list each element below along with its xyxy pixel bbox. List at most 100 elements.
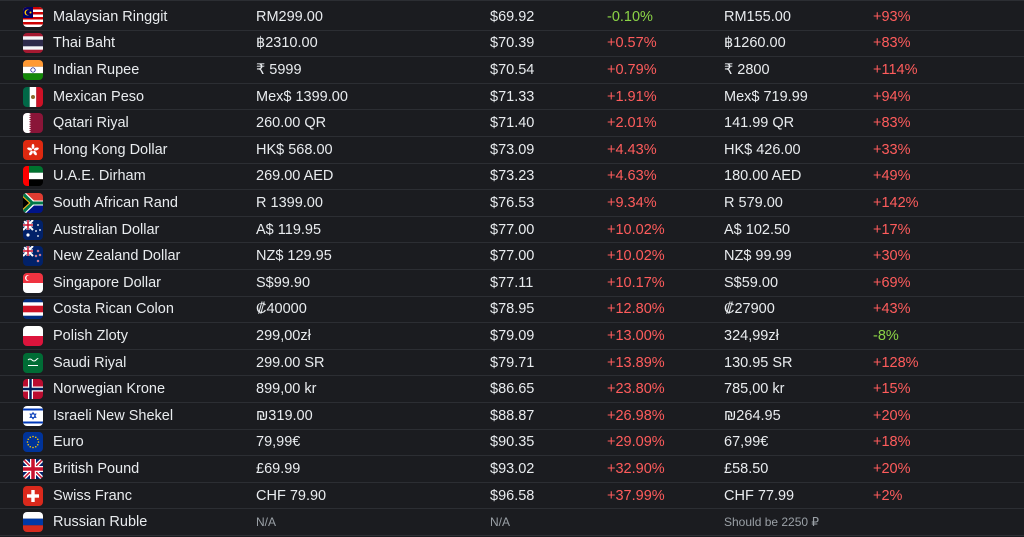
recommended-difference: +83% bbox=[873, 35, 911, 52]
recommended-difference: +114% bbox=[873, 61, 918, 78]
recommended-difference: +93% bbox=[873, 8, 911, 25]
eu-flag-icon bbox=[23, 432, 43, 453]
table-row: Thai Baht ฿2310.00 $70.39 +0.57% ฿1260.00 +83… bbox=[0, 31, 1024, 58]
local-price: 260.00 QR bbox=[256, 115, 327, 132]
recommended-difference: +2% bbox=[873, 487, 903, 504]
local-price: ₡40000 bbox=[256, 301, 307, 318]
recommended-price: NZ$ 99.99 bbox=[724, 248, 792, 265]
local-price: R 1399.00 bbox=[256, 194, 323, 211]
table-row: Euro 79,99€ $90.35 +29.09% 67,99€ +18% bbox=[0, 430, 1024, 457]
price-difference: +13.89% bbox=[607, 354, 665, 371]
usd-price: $69.92 bbox=[490, 8, 535, 25]
singapore-flag-icon bbox=[23, 272, 43, 293]
currency-name: New Zealand Dollar bbox=[53, 248, 181, 265]
currency-name: U.A.E. Dirham bbox=[53, 168, 146, 185]
currency-name: Israeli New Shekel bbox=[53, 407, 174, 424]
recommended-price: A$ 102.50 bbox=[724, 221, 791, 238]
hong-kong-flag-icon bbox=[23, 139, 43, 160]
local-price: 299.00 SR bbox=[256, 354, 325, 371]
local-price: 269.00 AED bbox=[256, 168, 334, 185]
table-row: Saudi Riyal 299.00 SR $79.71 +13.89% 130.95 … bbox=[0, 350, 1024, 377]
usd-price: $78.95 bbox=[490, 301, 535, 318]
recommended-price: Should be 2250 ₽ bbox=[724, 515, 820, 530]
russia-flag-icon bbox=[23, 512, 43, 533]
table-row: Norwegian Krone 899,00 kr $86.65 +23.80% 785… bbox=[0, 376, 1024, 403]
qatar-flag-icon bbox=[23, 113, 43, 134]
table-row: Costa Rican Colon ₡40000 $78.95 +12.80% ₡279… bbox=[0, 297, 1024, 324]
usd-price: $71.33 bbox=[490, 88, 535, 105]
price-difference: +4.63% bbox=[607, 168, 657, 185]
table-row: Polish Zloty 299,00zł $79.09 +13.00% 324,99z… bbox=[0, 323, 1024, 350]
recommended-price: R 579.00 bbox=[724, 194, 783, 211]
local-price: ₪319.00 bbox=[256, 407, 313, 424]
table-row: Australian Dollar A$ 119.95 $77.00 +10.02% A… bbox=[0, 217, 1024, 244]
usd-price: $79.71 bbox=[490, 354, 535, 371]
recommended-price: £58.50 bbox=[724, 460, 769, 477]
india-flag-icon bbox=[23, 59, 43, 80]
recommended-difference: +69% bbox=[873, 274, 911, 291]
local-price: ฿2310.00 bbox=[256, 35, 318, 52]
table-row: Mexican Peso Mex$ 1399.00 $71.33 +1.91% Mex$… bbox=[0, 84, 1024, 111]
mexico-flag-icon bbox=[23, 86, 43, 107]
table-row: Russian Ruble N/A N/A Should be 2250 ₽ bbox=[0, 509, 1024, 536]
currency-name: Russian Ruble bbox=[53, 514, 148, 531]
australia-flag-icon bbox=[23, 219, 43, 240]
recommended-price: 785,00 kr bbox=[724, 381, 785, 398]
recommended-price: ₹ 2800 bbox=[724, 61, 770, 78]
israel-flag-icon bbox=[23, 405, 43, 426]
thailand-flag-icon bbox=[23, 33, 43, 54]
recommended-price: 130.95 SR bbox=[724, 354, 793, 371]
price-difference: +29.09% bbox=[607, 434, 665, 451]
price-difference: -0.10% bbox=[607, 8, 653, 25]
table-row: Swiss Franc CHF 79.90 $96.58 +37.99% CHF 77.… bbox=[0, 483, 1024, 510]
recommended-difference: +30% bbox=[873, 248, 911, 265]
recommended-difference: +49% bbox=[873, 168, 911, 185]
usd-price: $90.35 bbox=[490, 434, 535, 451]
recommended-price: 324,99zł bbox=[724, 327, 779, 344]
price-difference: +0.79% bbox=[607, 61, 657, 78]
recommended-difference: +15% bbox=[873, 381, 911, 398]
usd-price: $73.23 bbox=[490, 168, 535, 185]
currency-name: Hong Kong Dollar bbox=[53, 141, 168, 158]
currency-name: Mexican Peso bbox=[53, 88, 145, 105]
recommended-price: 67,99€ bbox=[724, 434, 769, 451]
recommended-price: HK$ 426.00 bbox=[724, 141, 801, 158]
local-price: £69.99 bbox=[256, 460, 301, 477]
table-row: Israeli New Shekel ₪319.00 $88.87 +26.98% ₪2… bbox=[0, 403, 1024, 430]
new-zealand-flag-icon bbox=[23, 246, 43, 267]
currency-name: South African Rand bbox=[53, 194, 178, 211]
table-row: U.A.E. Dirham 269.00 AED $73.23 +4.63% 180.0… bbox=[0, 164, 1024, 191]
price-difference: +9.34% bbox=[607, 194, 657, 211]
price-difference: +10.02% bbox=[607, 221, 665, 238]
recommended-difference: +43% bbox=[873, 301, 911, 318]
uae-flag-icon bbox=[23, 166, 43, 187]
recommended-price: ₡27900 bbox=[724, 301, 775, 318]
price-difference: +2.01% bbox=[607, 115, 657, 132]
recommended-difference: +20% bbox=[873, 407, 911, 424]
local-price: S$99.90 bbox=[256, 274, 311, 291]
currency-name: British Pound bbox=[53, 460, 140, 477]
recommended-price: CHF 77.99 bbox=[724, 487, 795, 504]
table-row: Singapore Dollar S$99.90 $77.11 +10.17% S$59… bbox=[0, 270, 1024, 297]
recommended-difference: +18% bbox=[873, 434, 911, 451]
usd-price: $73.09 bbox=[490, 141, 535, 158]
recommended-price: ฿1260.00 bbox=[724, 35, 786, 52]
local-price: 899,00 kr bbox=[256, 381, 317, 398]
currency-name: Thai Baht bbox=[53, 35, 116, 52]
price-difference: +12.80% bbox=[607, 301, 665, 318]
price-difference: +13.00% bbox=[607, 327, 665, 344]
local-price: ₹ 5999 bbox=[256, 61, 302, 78]
currency-name: Qatari Riyal bbox=[53, 115, 129, 132]
usd-price: $71.40 bbox=[490, 115, 535, 132]
recommended-difference: +142% bbox=[873, 194, 919, 211]
usd-price: $79.09 bbox=[490, 327, 535, 344]
price-difference: +26.98% bbox=[607, 407, 665, 424]
usd-price: $86.65 bbox=[490, 381, 535, 398]
table-row: British Pound £69.99 $93.02 +32.90% £58.50 +2… bbox=[0, 456, 1024, 483]
poland-flag-icon bbox=[23, 325, 43, 346]
table-row: Hong Kong Dollar HK$ 568.00 $73.09 +4.43% HK… bbox=[0, 137, 1024, 164]
table-row: Malaysian Ringgit RM299.00 $69.92 -0.10% RM1… bbox=[0, 4, 1024, 31]
price-difference: +23.80% bbox=[607, 381, 665, 398]
usd-price: $93.02 bbox=[490, 460, 535, 477]
local-price: NZ$ 129.95 bbox=[256, 248, 332, 265]
